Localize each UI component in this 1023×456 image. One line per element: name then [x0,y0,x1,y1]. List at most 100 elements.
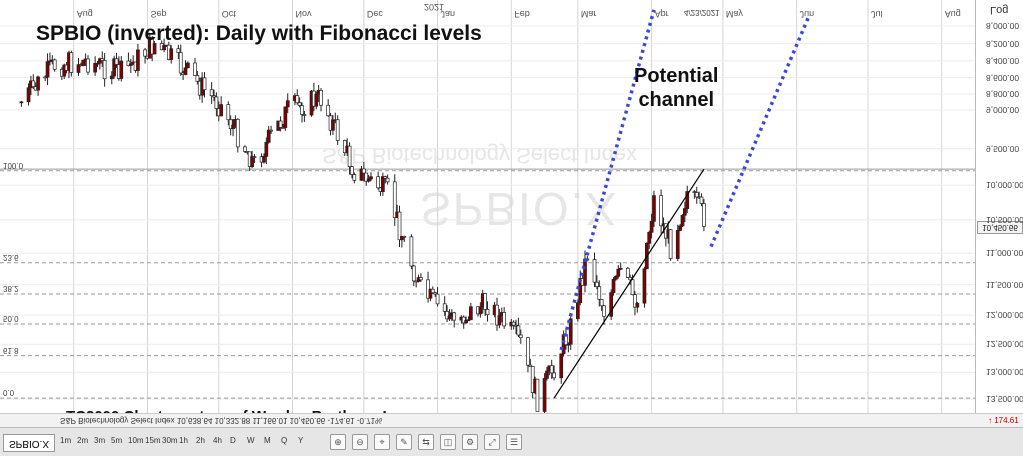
timeframe-button[interactable]: 10m [128,436,144,445]
candle-body [652,195,656,222]
candle-body [48,60,52,63]
timeframe-button[interactable]: 1h [179,436,188,445]
candle-body [535,378,540,412]
candle-body [647,232,652,244]
fibonacci-level-label: 23.6 [3,252,19,262]
timeframe-button[interactable]: 4h [213,436,222,445]
candle-body [250,156,254,167]
candle-body [69,52,74,73]
candle-body [278,120,283,128]
candle-body [19,101,24,104]
trend-line [553,168,705,399]
candle-body [552,372,556,379]
candle-body [630,279,635,295]
candle-body [485,309,490,316]
candle-body [409,236,414,267]
timeframe-button[interactable]: Q [281,436,288,445]
timeframe-button[interactable]: 5m [111,436,123,445]
symbol-input[interactable]: SPBIO.X [3,434,55,452]
candle-body [528,364,533,367]
timeframe-button[interactable]: 2h [196,436,205,445]
candle-body [76,64,81,73]
crosshair-icon[interactable]: ⌖ [374,434,390,450]
candle-body [694,192,699,198]
candle-body [381,176,385,192]
timeframe-button[interactable]: D [230,436,236,445]
candle-body [609,292,614,317]
month-label: Aug [944,9,961,19]
timeframe-button[interactable]: M [264,436,271,445]
month-label: Jun [799,9,815,19]
candle-body [516,325,521,336]
draw-icon[interactable]: ✎ [396,434,412,450]
candle-body [400,235,404,241]
candle-body [283,106,288,128]
price-tick-label: 9,500.00 [986,143,1020,154]
candle-body [495,304,499,326]
price-axis[interactable] [975,0,1023,413]
candle-body [235,119,240,148]
gear-icon[interactable]: ⚙ [462,434,478,450]
candle-body [186,62,190,69]
candle-body [385,177,390,183]
timeframe-button[interactable]: 2m [77,436,89,445]
candle-body [297,102,302,106]
price-tick-label: 8,000.00 [986,21,1020,32]
candle-body [262,156,266,163]
candle-body [86,58,90,73]
price-tick-label: 8,600.00 [986,72,1020,83]
timeframe-button[interactable]: W [247,436,255,445]
zoom-out-icon[interactable]: ⊖ [352,434,368,450]
candle-body [549,365,554,374]
candle-body [178,52,183,74]
candle-body [152,43,157,55]
chart-plot-area[interactable]: SPBIO.X S&P Biotechnology Select Index [0,0,975,413]
candle-body [597,286,602,300]
candle-body [469,306,473,321]
price-tick-label: 8,200.00 [986,38,1020,49]
candle-body [692,191,697,193]
candle-body [31,80,36,87]
candle-body [702,203,706,227]
timeframe-button[interactable]: 15m [145,436,161,445]
status-bar: SPBIO.X 1m 2m 3m 5m 10m 15m 30m 1h 2h 4h D W M Q Y ⊕ ⊖ ⌖ ✎… [0,427,1023,456]
candle-body [402,235,407,238]
timeframe-button[interactable]: Y [298,436,304,445]
candle-body [428,288,433,299]
candle-body [285,100,290,108]
candle-body [614,276,618,280]
candle-body [162,45,166,51]
candle-body [226,104,231,121]
channel-annotation: Potential channel [634,64,718,112]
layout-icon[interactable]: ◫ [440,434,456,450]
timeframe-button[interactable]: 30m [162,436,178,445]
candle-body [383,176,388,179]
candle-body [143,49,147,57]
fibonacci-level-label: 0.0 [3,388,15,398]
candle-body [578,278,583,304]
candle-body [228,119,233,130]
expand-icon[interactable]: ⤢ [484,434,500,450]
candle-body [366,178,371,182]
menu-icon[interactable]: ☰ [506,434,522,450]
candle-body [281,127,285,129]
candle-body [36,76,40,91]
candle-body [183,67,188,75]
candle-body [193,62,197,76]
swap-icon[interactable]: ⇆ [418,434,434,450]
month-label: Apr [654,9,669,19]
candle-body [683,208,687,216]
candle-body [583,258,587,286]
candle-body [93,63,97,73]
fibonacci-level-label: 50.0 [3,314,19,323]
candle-body [447,315,452,320]
candle-body [518,334,523,339]
timeframe-button[interactable]: 3m [94,436,106,445]
candle-body [430,288,435,294]
quote-summary: S&P Biotechnology Select Index 10,638.64… [60,416,383,425]
candle-body [98,58,102,64]
zoom-in-icon[interactable]: ⊕ [330,434,346,450]
candle-body [392,181,397,218]
timeframe-button[interactable]: 1m [60,436,72,445]
info-strip: S&P Biotechnology Select Index 10,638.64… [0,413,1023,428]
